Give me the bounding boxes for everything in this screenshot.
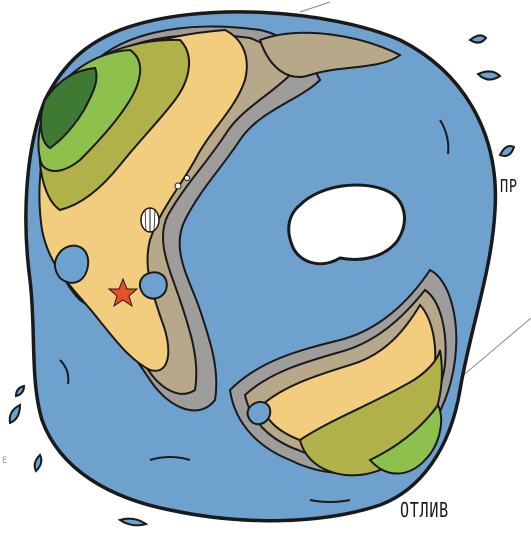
splash-drop <box>476 70 502 81</box>
splash-drop <box>498 145 516 157</box>
east-light-green <box>368 403 443 475</box>
splash-drop <box>33 453 43 473</box>
splash-drop <box>468 34 488 44</box>
pointer-line <box>299 1 331 13</box>
splash-drop <box>8 403 22 425</box>
coast-ripples <box>59 119 450 503</box>
land-dark-green <box>39 66 98 150</box>
lagoon <box>54 244 90 284</box>
low-tide-label: ОТЛИВ <box>400 498 449 522</box>
land-light-green <box>37 48 142 172</box>
lagoon <box>138 271 168 300</box>
shell-icon <box>140 175 190 233</box>
splash-drop <box>14 384 26 398</box>
high-tide-label: ПР <box>500 176 518 197</box>
edge-mark-label: E <box>2 456 9 466</box>
starfish-icon <box>107 277 139 308</box>
ridge-mud <box>258 31 402 78</box>
lagoon <box>246 401 272 426</box>
central-island <box>287 183 406 266</box>
splash-drop <box>117 517 149 527</box>
